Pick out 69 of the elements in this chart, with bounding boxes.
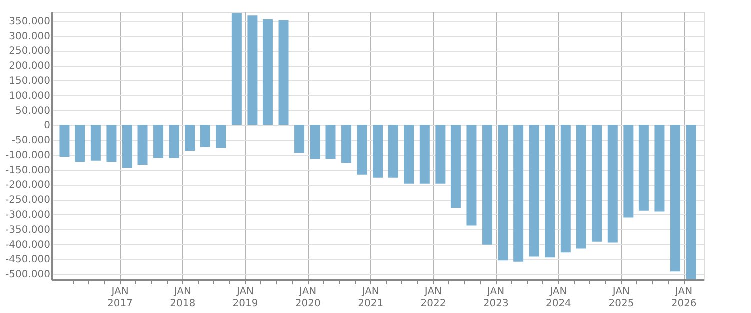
y-tick-label: 200.000 (9, 61, 50, 72)
bar (60, 125, 70, 158)
bar (592, 125, 602, 242)
bar (122, 125, 132, 168)
bar (310, 125, 320, 160)
bar (576, 125, 586, 249)
bar (342, 125, 352, 164)
x-tick-label: JAN 2026 (671, 286, 697, 310)
bar (106, 125, 117, 162)
y-tick-label: -500.000 (6, 270, 50, 281)
x-tick-label: JAN 2021 (358, 286, 384, 310)
y-tick-label: -150.000 (6, 165, 50, 176)
bar (482, 125, 493, 245)
y-tick-label: 150.000 (9, 76, 50, 87)
x-tick-label: JAN 2018 (170, 286, 196, 310)
y-tick-label: 50.000 (16, 106, 50, 117)
bar (75, 125, 86, 162)
bar (248, 16, 258, 126)
y-tick-label: -300.000 (6, 210, 50, 221)
x-tick-label: JAN 2017 (108, 286, 134, 310)
bar (514, 125, 524, 262)
x-tick-label: JAN 2022 (420, 286, 446, 310)
bar (278, 20, 289, 126)
bar (498, 125, 508, 261)
bar (420, 125, 430, 184)
bar (529, 125, 540, 257)
bar (404, 125, 414, 184)
bar (388, 125, 398, 178)
bar (232, 13, 242, 126)
y-tick-label: -450.000 (6, 254, 50, 266)
bar (216, 125, 226, 148)
bar (90, 125, 101, 161)
y-tick-label: 100.000 (9, 90, 50, 102)
bar (545, 125, 556, 258)
y-tick-label: -400.000 (6, 240, 50, 251)
y-tick-label: 250.000 (9, 46, 50, 58)
bar (608, 125, 618, 243)
y-tick-label: -100.000 (6, 150, 50, 162)
x-tick-label: JAN 2024 (546, 286, 572, 310)
bar (670, 125, 680, 272)
x-tick-label: JAN 2020 (295, 286, 321, 310)
bar (294, 125, 305, 154)
bar (436, 125, 446, 184)
x-tick-label: JAN 2019 (232, 286, 258, 310)
bar (686, 125, 696, 280)
bar (466, 125, 477, 226)
bar (624, 125, 634, 218)
bar (373, 125, 384, 178)
bar (200, 125, 210, 148)
y-tick-label: -250.000 (6, 195, 50, 206)
bar (185, 125, 196, 152)
bar (654, 125, 665, 212)
bar (154, 125, 164, 158)
bar (138, 125, 148, 166)
y-tick-label: -200.000 (6, 180, 50, 192)
bar (638, 125, 649, 211)
bar (450, 125, 461, 208)
bar (262, 19, 273, 126)
bar (560, 125, 571, 253)
y-tick-label: -50.000 (12, 136, 50, 147)
x-tick-label: JAN 2023 (483, 286, 509, 310)
bar (357, 125, 368, 175)
y-tick-label: 300.000 (9, 31, 50, 42)
bar (169, 125, 180, 158)
y-tick-label: 350.000 (9, 16, 50, 28)
y-tick-label: 0 (44, 120, 50, 132)
x-tick-label: JAN 2025 (608, 286, 634, 310)
bar (326, 125, 336, 160)
y-tick-label: -350.000 (6, 224, 50, 236)
